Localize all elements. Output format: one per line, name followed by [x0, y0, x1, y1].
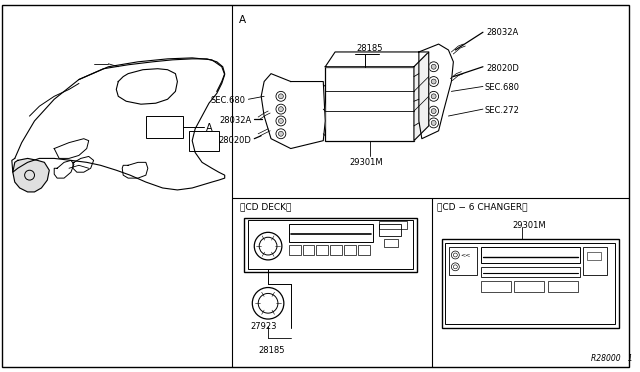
Circle shape — [431, 79, 436, 84]
Circle shape — [278, 94, 284, 99]
Text: 29301M: 29301M — [513, 221, 546, 231]
Bar — [515, 280, 544, 292]
Bar — [548, 280, 577, 292]
Bar — [358, 245, 369, 255]
Bar — [325, 67, 414, 141]
Bar — [289, 245, 301, 255]
Bar — [330, 245, 342, 255]
Bar — [248, 221, 413, 269]
Polygon shape — [13, 158, 49, 192]
Text: 29301M: 29301M — [350, 158, 383, 167]
Polygon shape — [325, 52, 429, 67]
Bar — [344, 245, 356, 255]
Circle shape — [278, 107, 284, 112]
Polygon shape — [419, 44, 453, 139]
Bar — [289, 224, 372, 242]
Bar — [244, 218, 417, 272]
Circle shape — [278, 119, 284, 124]
Bar — [380, 224, 401, 236]
Bar — [303, 245, 314, 255]
Text: 27923: 27923 — [251, 322, 277, 331]
Circle shape — [431, 64, 436, 69]
Circle shape — [431, 121, 436, 125]
Bar — [316, 245, 328, 255]
Bar — [189, 131, 219, 151]
Bar — [481, 280, 511, 292]
Bar — [146, 116, 183, 138]
Bar — [481, 267, 580, 277]
Circle shape — [431, 94, 436, 99]
Text: A: A — [239, 15, 246, 25]
Bar — [584, 247, 607, 275]
Circle shape — [278, 131, 284, 136]
Bar — [442, 239, 619, 328]
Polygon shape — [261, 74, 325, 148]
Text: 28032A: 28032A — [486, 28, 518, 37]
Bar — [588, 252, 601, 260]
Text: <<: << — [460, 252, 471, 257]
Text: SEC.680: SEC.680 — [211, 96, 245, 105]
Text: 28020D: 28020D — [486, 64, 519, 73]
Text: 〈CD − 6 CHANGER〉: 〈CD − 6 CHANGER〉 — [436, 203, 527, 212]
Text: 28020D: 28020D — [218, 136, 252, 145]
Bar — [385, 239, 398, 247]
Text: 28185: 28185 — [356, 44, 383, 53]
Text: A: A — [206, 123, 212, 133]
Bar — [380, 221, 407, 230]
Bar — [445, 243, 615, 324]
Circle shape — [431, 109, 436, 113]
Polygon shape — [414, 52, 429, 141]
Text: SEC.680: SEC.680 — [485, 83, 520, 93]
Text: 28032A: 28032A — [219, 116, 252, 125]
Text: 28185: 28185 — [259, 346, 285, 355]
Bar — [481, 247, 580, 263]
Text: 〈CD DECK〉: 〈CD DECK〉 — [241, 203, 292, 212]
Text: SEC.272: SEC.272 — [485, 106, 520, 115]
Bar — [449, 247, 477, 275]
Text: R28000   1: R28000 1 — [591, 353, 633, 363]
